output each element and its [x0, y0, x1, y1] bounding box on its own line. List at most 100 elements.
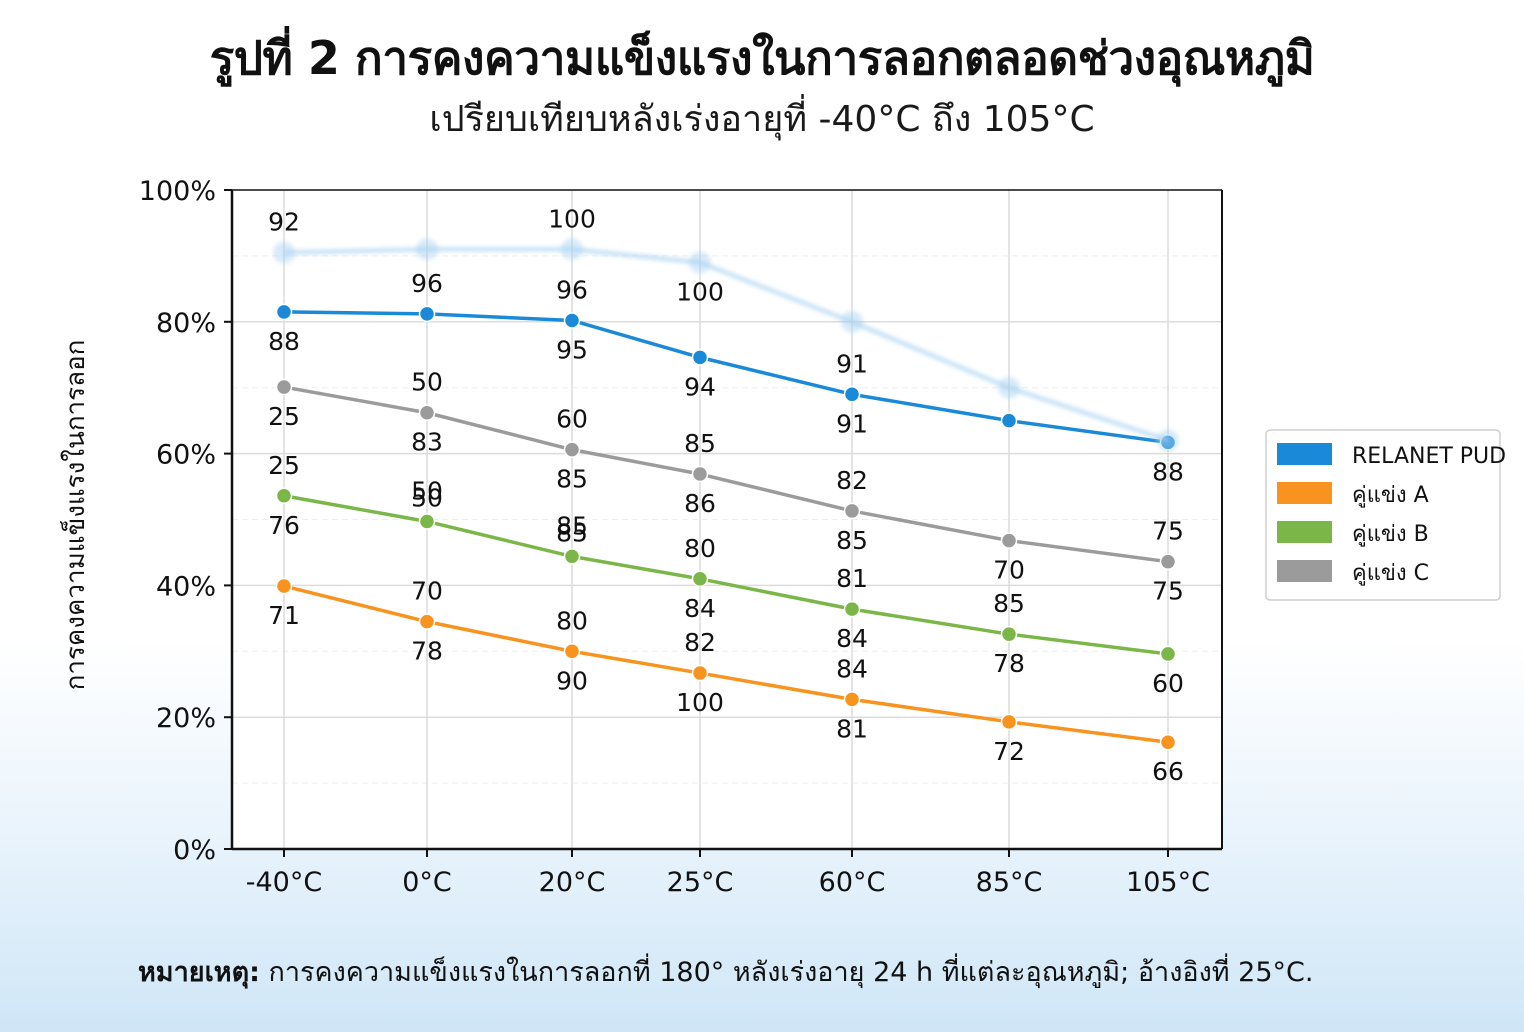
series-คู่แข่ง-a: [275, 577, 1177, 751]
x-tick-label: 0°C: [402, 867, 452, 898]
data-point: [841, 310, 863, 333]
data-label: 25: [268, 402, 300, 431]
data-label: 94: [684, 372, 716, 401]
legend-label: คู่แข่ง B: [1352, 522, 1429, 547]
x-tick-label: -40°C: [246, 867, 322, 898]
data-label: 96: [411, 269, 443, 298]
data-label: 100: [676, 688, 724, 717]
data-point: [273, 241, 295, 264]
data-label: 72: [993, 737, 1025, 766]
data-label: 80: [556, 606, 588, 635]
data-label: 90: [556, 666, 588, 695]
data-label: 85: [556, 511, 588, 540]
data-label: 78: [411, 637, 443, 666]
data-point: [563, 312, 581, 329]
data-point: [691, 570, 709, 588]
data-label: 50: [411, 483, 443, 512]
axes: 0% 20% 40% 60% 80% 100% -40°C 0°C 20°C 25°C 60°C 85…: [59, 176, 1223, 898]
x-tick-label: 85°C: [976, 867, 1043, 898]
data-label: 88: [268, 327, 300, 356]
y-tick-label: 40%: [156, 571, 216, 602]
data-label: 92: [268, 208, 300, 237]
series-คู่แข่ง-b: [275, 487, 1177, 663]
data-label: 85: [836, 526, 868, 555]
data-label: 84: [836, 624, 868, 653]
data-point: [275, 487, 293, 505]
grid: [232, 190, 1222, 849]
legend-swatch: [1277, 560, 1332, 582]
x-tick-label: 25°C: [667, 867, 734, 898]
legend-swatch: [1277, 521, 1332, 543]
data-label: 66: [1152, 757, 1184, 786]
data-point: [418, 305, 436, 323]
data-label: 75: [1152, 517, 1184, 546]
data-point: [418, 404, 436, 421]
chart-subtitle: เปรียบเทียบหลังเร่งอายุที่ -40°C ถึง 105…: [429, 99, 1095, 140]
data-point: [691, 349, 709, 366]
data-point: [275, 577, 293, 595]
data-point: [691, 664, 709, 682]
data-point: [563, 643, 581, 660]
data-label: 60: [1152, 669, 1184, 698]
data-point: [561, 238, 583, 261]
legend-box: [1265, 429, 1501, 601]
data-label: 50: [411, 476, 443, 505]
data-label: 71: [268, 601, 300, 630]
data-label: 100: [548, 204, 596, 233]
legend-swatch: [1277, 443, 1332, 465]
footnote-text: การคงความแข็งแรงในการลอกที่ 180° หลังเร่…: [268, 957, 1314, 988]
data-label: 78: [993, 649, 1025, 678]
footnote: หมายเหตุ: การคงความแข็งแรงในการลอกที่ 18…: [138, 950, 1498, 993]
y-tick-label: 80%: [156, 308, 216, 339]
data-label: 84: [684, 594, 716, 623]
legend-label: คู่แข่ง C: [1352, 561, 1429, 586]
data-point: [418, 513, 436, 530]
data-point: [843, 386, 861, 403]
data-label: 82: [836, 466, 868, 495]
data-label: 81: [836, 564, 868, 593]
data-point: [1000, 412, 1018, 429]
data-label: 91: [836, 349, 868, 378]
data-label: 96: [556, 275, 588, 304]
series-faded: [273, 238, 1179, 452]
data-point: [843, 600, 861, 618]
data-point: [563, 441, 581, 458]
data-point: [843, 691, 861, 708]
series-คู่แข่ง-c: [275, 378, 1177, 570]
data-point: [1000, 713, 1018, 731]
data-label: 86: [684, 489, 716, 518]
data-label: 70: [993, 556, 1025, 585]
data-point: [416, 238, 438, 261]
data-point: [418, 613, 436, 630]
data-label: 70: [411, 577, 443, 606]
y-axis-title: การคงความแข็งแรงในการลอก: [59, 340, 91, 691]
data-label: 91: [836, 409, 868, 438]
y-tick-label: 20%: [156, 703, 216, 734]
data-label: 75: [1152, 577, 1184, 606]
data-label: 100: [676, 277, 724, 306]
data-label: 95: [556, 335, 588, 364]
data-point: [1000, 532, 1018, 549]
data-label: 88: [1152, 457, 1184, 486]
legend-label: RELANET PUD: [1352, 444, 1506, 469]
legend-swatch: [1277, 482, 1332, 504]
y-tick-label: 0%: [173, 835, 216, 866]
data-point: [275, 378, 293, 396]
legend: RELANET PUD คู่แข่ง A คู่แข่ง B คู่แข่ง C: [1265, 429, 1506, 601]
data-label: 85: [684, 429, 716, 458]
data-label: 25: [268, 451, 300, 480]
data-label: 85: [556, 518, 588, 547]
x-tick-label: 20°C: [539, 867, 606, 898]
data-label: 83: [411, 428, 443, 457]
data-point: [689, 251, 711, 274]
y-tick-label: 60%: [156, 440, 216, 471]
footnote-label: หมายเหตุ:: [138, 957, 260, 988]
data-label: 80: [684, 534, 716, 563]
x-tick-label: 60°C: [819, 867, 886, 898]
data-label: 50: [411, 368, 443, 397]
data-point: [691, 465, 709, 483]
chart-title: รูปที่ 2 การคงความแข็งแรงในการลอกตลอดช่ว…: [209, 31, 1315, 85]
legend-label: คู่แข่ง A: [1352, 483, 1429, 508]
